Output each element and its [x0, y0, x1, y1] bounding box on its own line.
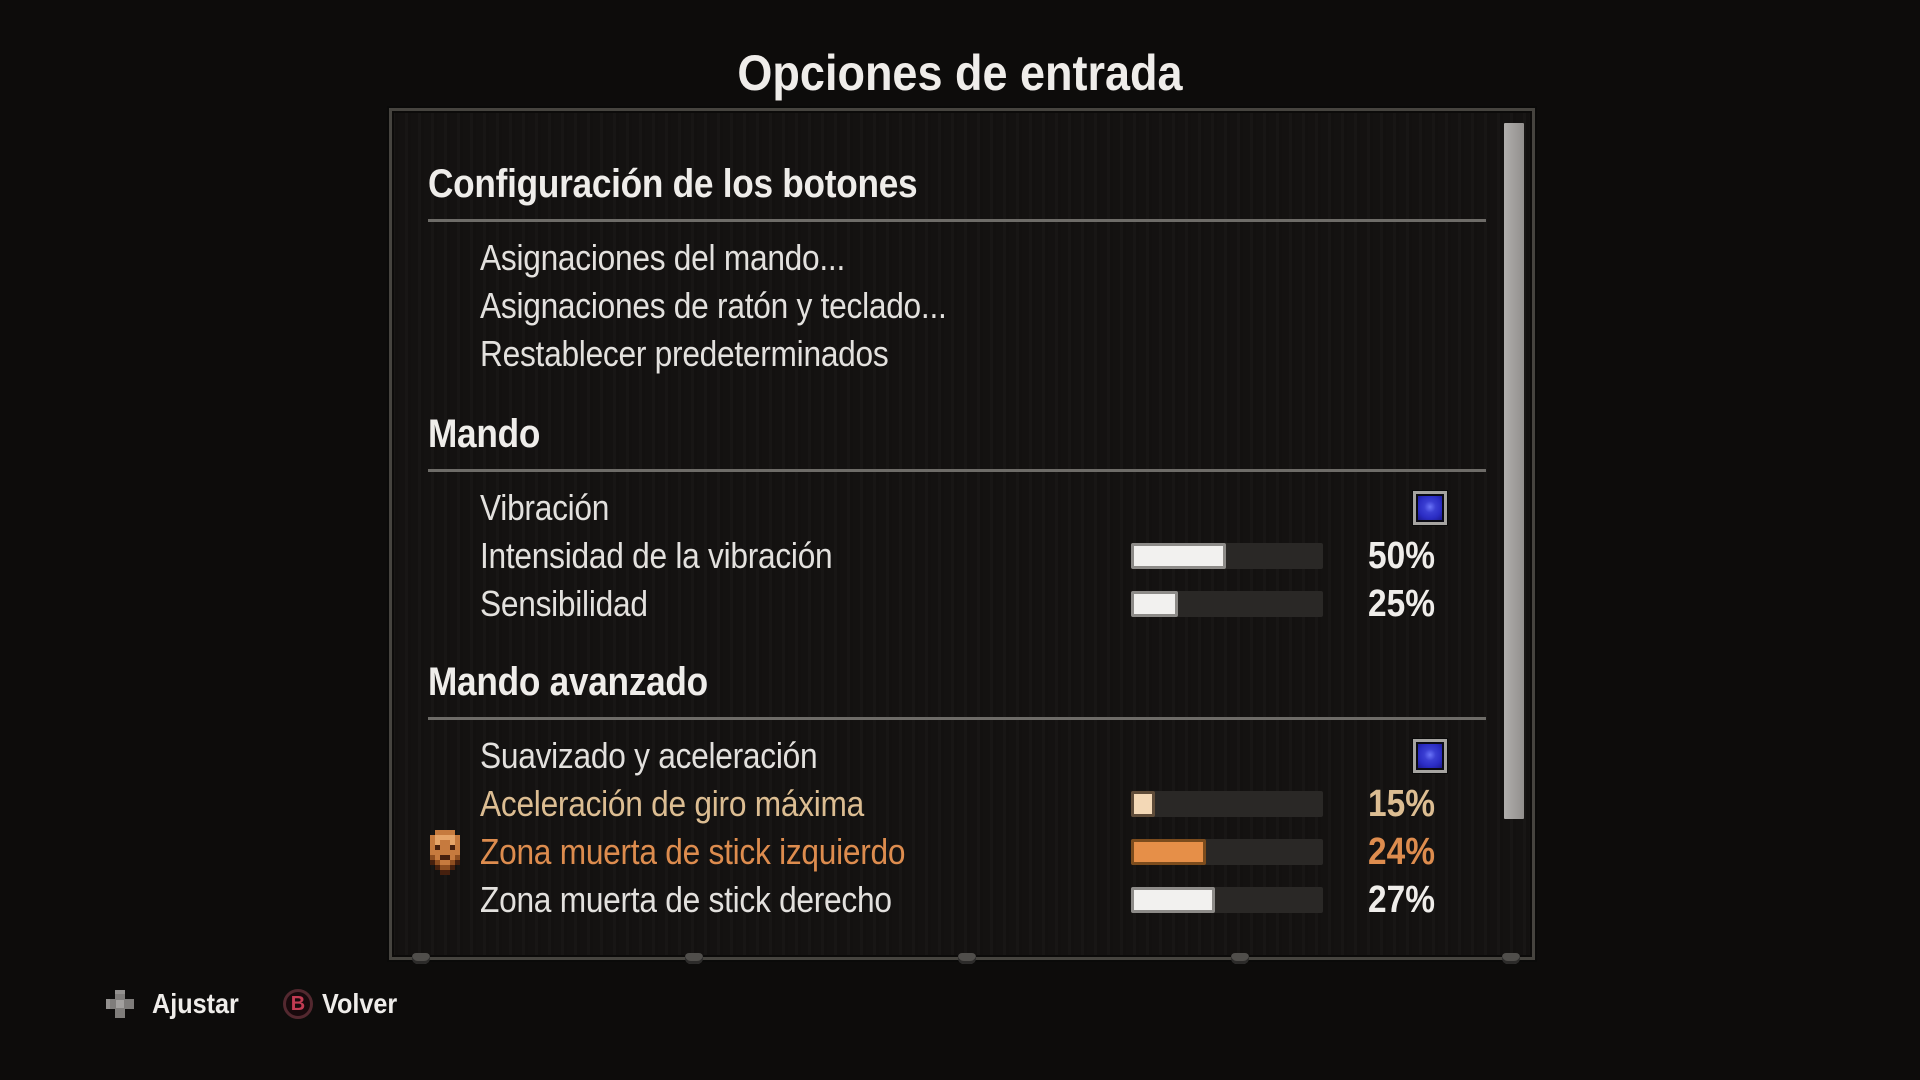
adjust-hint-label: Ajustar — [152, 988, 239, 1019]
border-skull-ornament — [958, 953, 976, 964]
back-hint-label: Volver — [322, 988, 398, 1019]
menu-item-reset-defaults[interactable]: Restablecer predeterminados — [428, 330, 1486, 378]
option-row-right-stick-deadzone[interactable]: Zona muerta de stick derecho 27% — [428, 876, 1486, 924]
section-header: Configuración de los botones — [428, 162, 918, 206]
menu-item-mouse-keyboard-bindings[interactable]: Asignaciones de ratón y teclado... — [428, 282, 1486, 330]
option-label: Sensibilidad — [480, 583, 648, 624]
skull-cursor-icon — [430, 830, 460, 875]
option-label: Asignaciones de ratón y teclado... — [480, 285, 947, 326]
vibration-intensity-slider[interactable] — [1131, 543, 1323, 569]
right-stick-deadzone-slider[interactable] — [1131, 887, 1323, 913]
option-label: Zona muerta de stick izquierdo — [480, 831, 906, 872]
option-label: Aceleración de giro máxima — [480, 783, 865, 824]
section-controller-advanced: Mando avanzado Suavizado y aceleración A… — [428, 659, 1486, 924]
border-skull-ornament — [1502, 953, 1520, 964]
section-controller: Mando Vibración Intensidad de la vibraci… — [428, 411, 1486, 628]
border-skull-ornament — [685, 953, 703, 964]
slider-value: 25% — [1368, 583, 1435, 625]
scrollbar-thumb[interactable] — [1504, 123, 1524, 819]
dpad-icon — [106, 990, 134, 1018]
option-label: Vibración — [480, 487, 610, 528]
max-turn-acceleration-slider[interactable] — [1131, 791, 1323, 817]
option-label: Zona muerta de stick derecho — [480, 879, 892, 920]
left-stick-deadzone-slider[interactable] — [1131, 839, 1323, 865]
border-skull-ornament — [1231, 953, 1249, 964]
section-header: Mando — [428, 412, 541, 456]
menu-item-controller-bindings[interactable]: Asignaciones del mando... — [428, 234, 1486, 282]
border-skull-ornament — [412, 953, 430, 964]
option-row-smoothing-acceleration[interactable]: Suavizado y aceleración — [428, 732, 1486, 780]
option-row-max-turn-acceleration[interactable]: Aceleración de giro máxima 15% — [428, 780, 1486, 828]
slider-fill — [1131, 839, 1206, 865]
slider-value: 15% — [1368, 783, 1435, 825]
slider-fill — [1131, 591, 1179, 617]
smoothing-checkbox[interactable] — [1413, 739, 1447, 773]
option-row-vibration-intensity[interactable]: Intensidad de la vibración 50% — [428, 532, 1486, 580]
b-button-icon: B — [283, 989, 313, 1019]
slider-value: 27% — [1368, 879, 1435, 921]
page-title: Opciones de entrada — [737, 45, 1183, 101]
section-button-config: Configuración de los botones Asignacione… — [428, 161, 1486, 378]
section-header: Mando avanzado — [428, 660, 708, 704]
slider-fill — [1131, 543, 1227, 569]
option-label: Restablecer predeterminados — [480, 333, 889, 374]
option-label: Asignaciones del mando... — [480, 237, 845, 278]
options-panel: Configuración de los botones Asignacione… — [389, 108, 1535, 964]
slider-fill — [1131, 887, 1216, 913]
sensitivity-slider[interactable] — [1131, 591, 1323, 617]
option-row-sensitivity[interactable]: Sensibilidad 25% — [428, 580, 1486, 628]
slider-value: 50% — [1368, 535, 1435, 577]
section-divider — [428, 219, 1486, 222]
option-label: Intensidad de la vibración — [480, 535, 833, 576]
slider-fill — [1131, 791, 1155, 817]
option-row-left-stick-deadzone[interactable]: Zona muerta de stick izquierdo 24% — [428, 828, 1486, 876]
section-divider — [428, 717, 1486, 720]
option-label: Suavizado y aceleración — [480, 735, 818, 776]
section-divider — [428, 469, 1486, 472]
vibration-checkbox[interactable] — [1413, 491, 1447, 525]
slider-value: 24% — [1368, 831, 1435, 873]
option-row-vibration[interactable]: Vibración — [428, 484, 1486, 532]
